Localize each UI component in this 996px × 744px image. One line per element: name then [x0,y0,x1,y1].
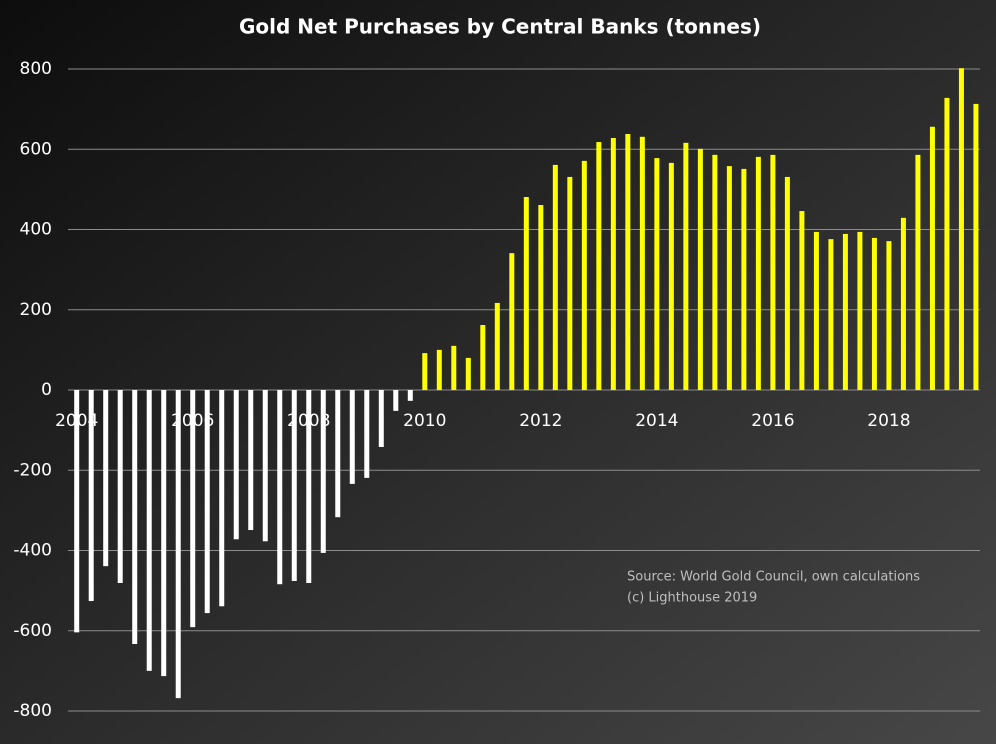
bar [944,97,950,390]
bar [219,390,225,607]
bar [770,154,776,390]
bar [509,253,515,390]
bar [813,231,819,390]
y-tick-label: 200 [20,300,52,320]
bars [74,68,979,699]
bar [842,233,848,390]
bar [132,390,138,644]
y-tick-label: -800 [13,701,52,721]
x-tick-label: 2008 [287,411,330,431]
bar [538,205,544,390]
y-tick-label: -600 [13,621,52,641]
y-tick-label: 0 [41,380,52,400]
bar [422,353,428,390]
bar [799,211,805,390]
source-note: Source: World Gold Council, own calculat… [627,570,920,585]
bar [697,148,703,390]
bar [828,239,834,390]
bar [451,345,457,390]
x-tick-label: 2014 [635,411,678,431]
bar [248,390,254,531]
bar [146,390,152,671]
bar [190,390,196,628]
bar [494,302,500,390]
x-tick-label: 2010 [403,411,446,431]
labels: -800 -600 -400 -200 0 200 400 600 800 2004 2006 200… [13,59,910,721]
bar [161,390,167,677]
y-tick-label: -400 [13,541,52,561]
y-tick-label: 800 [20,59,52,79]
y-tick-label: -200 [13,460,52,480]
bar [973,103,979,390]
bar [465,357,471,390]
x-tick-label: 2004 [55,411,98,431]
y-tick-label: 400 [20,220,52,240]
bar [625,134,631,390]
bar [654,158,660,390]
bar [726,166,732,390]
bar [784,176,790,390]
bar [668,162,674,390]
copyright-note: (c) Lighthouse 2019 [627,591,757,606]
bar [900,217,906,390]
bar [320,390,326,553]
bar [857,231,863,390]
bar [639,136,645,390]
bar [436,349,442,390]
bar [277,390,283,585]
bar [929,126,935,390]
bar [233,390,239,540]
bar [610,138,616,390]
x-tick-label: 2018 [867,411,910,431]
bar [755,156,761,390]
bar [683,142,689,390]
y-tick-label: 600 [20,139,52,159]
x-tick-label: 2012 [519,411,562,431]
bar [915,154,921,390]
bar [349,390,355,484]
bar [103,390,109,567]
bar [741,168,747,390]
chart-title: Gold Net Purchases by Central Banks (ton… [239,15,761,39]
bar [581,160,587,390]
bar [567,176,573,390]
bar [712,154,718,390]
bar [886,241,892,390]
bar [393,390,399,411]
bar [871,237,877,390]
bar [74,390,80,633]
bar [552,164,558,390]
bar [262,390,268,542]
bar [306,390,312,584]
bar [958,68,964,390]
x-tick-label: 2016 [751,411,794,431]
bar [378,390,384,447]
bar [480,324,486,390]
bar [407,390,413,401]
bar [335,390,341,518]
bar [596,142,602,390]
bar [364,390,370,478]
bar [117,390,123,584]
bar [175,390,181,699]
bar [523,196,529,390]
bar [88,390,94,602]
bar [204,390,210,614]
x-tick-label: 2006 [171,411,214,431]
bar [291,390,297,581]
